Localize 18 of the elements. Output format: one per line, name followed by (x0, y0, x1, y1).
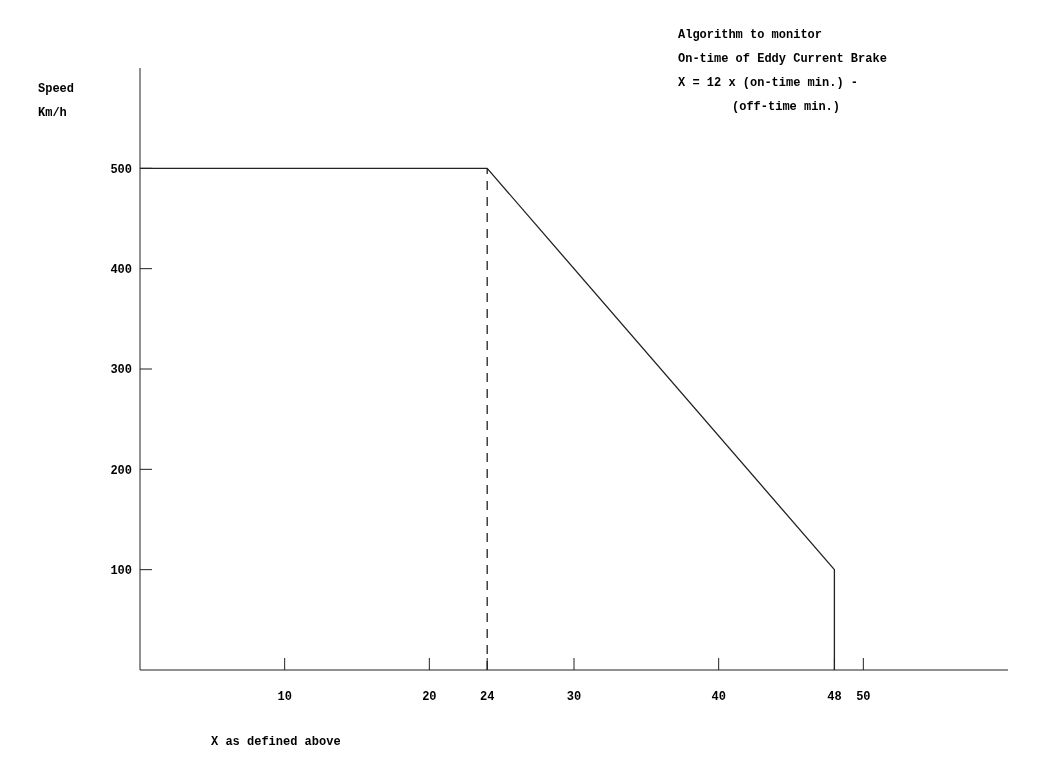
annotation: (off-time min.) (732, 100, 841, 114)
text: Algorithm to monitor (678, 28, 823, 42)
y-tick-label: 500 (110, 162, 132, 177)
y-tick-label: 300 (110, 363, 132, 378)
x-tick-label: 48 (827, 690, 842, 704)
x-tick-label: 20 (422, 690, 437, 704)
y-axis-title: Speed Km/h (38, 82, 75, 120)
x-tick-label: 30 (566, 690, 582, 704)
text: On-time of Eddy Current Brake (678, 52, 887, 66)
x-tick-label: 10 (277, 690, 292, 704)
x-tick-label: 40 (711, 690, 726, 704)
y-tick-label: 200 (110, 463, 132, 478)
y-tick-label: 100 (110, 563, 132, 578)
x-tick-label: 50 (856, 690, 871, 704)
annotation: X = 12 x (on-time min.) - (678, 76, 859, 90)
x-tick-label: 24 (480, 690, 495, 704)
y-tick-label: 400 (110, 262, 132, 277)
x-axis-title: X as defined above (211, 735, 341, 749)
